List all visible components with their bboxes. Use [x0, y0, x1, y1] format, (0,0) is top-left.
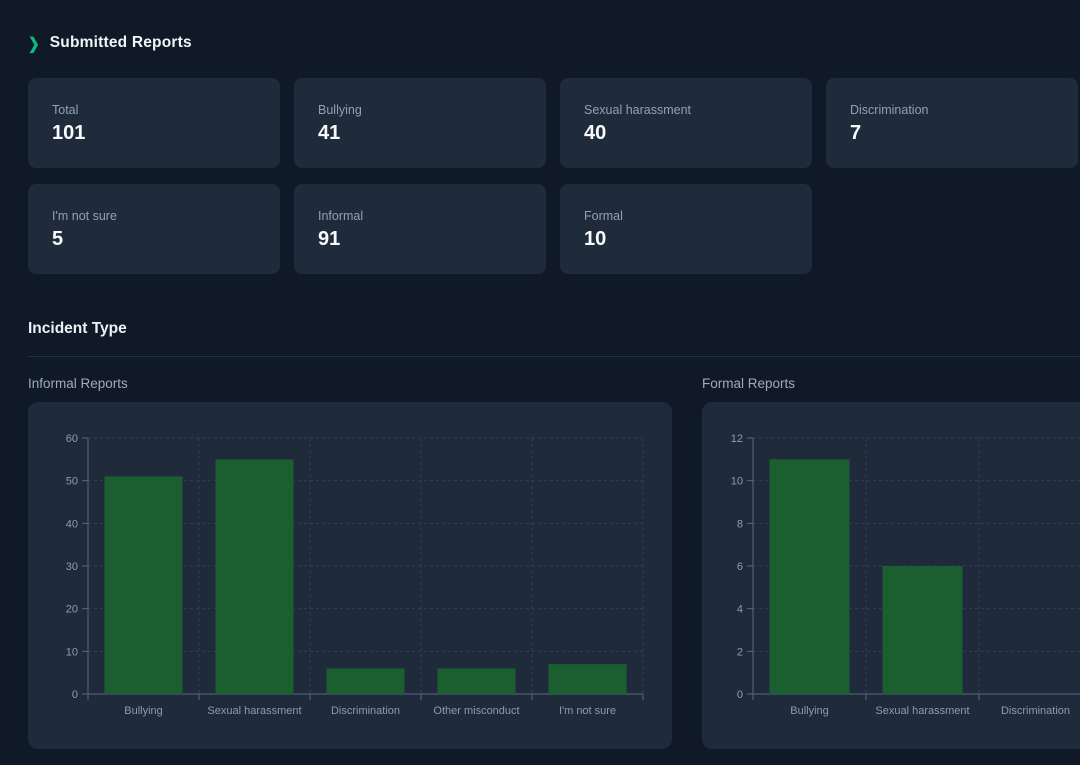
stat-value: 7 — [850, 122, 862, 144]
stat-value: 5 — [52, 228, 64, 250]
stat-value: 101 — [52, 122, 86, 144]
informal-reports-bar-chart: 0 10 20 30 40 50 60 Bullying Sexual harassment Di… — [28, 402, 672, 749]
stat-label: Sexual harassment — [584, 103, 692, 117]
submitted-reports-header[interactable]: ❯ Submitted Reports — [28, 34, 1080, 52]
bar-i-m-not-sure — [548, 664, 627, 694]
stat-cards-grid: Total 101 Bullying 41 Sexual harassment … — [28, 78, 1080, 274]
stat-card-formal: Formal 10 — [560, 184, 812, 274]
formal-reports-chart-block: Formal Reports 0 2 4 6 8 10 12 Bullying Sexual h… — [702, 376, 1080, 749]
x-axis-label: Sexual harassment — [875, 705, 969, 717]
svg-text:6: 6 — [737, 561, 743, 573]
stat-value: 10 — [584, 228, 607, 250]
stat-label: Discrimination — [850, 103, 929, 117]
informal-reports-chart-block: Informal Reports 0 10 20 30 40 50 60 Bullying Se… — [28, 376, 672, 749]
svg-text:30: 30 — [66, 561, 78, 573]
stat-label: Total — [52, 103, 79, 117]
x-axis-label: Sexual harassment — [207, 705, 301, 717]
incident-type-title: Incident Type — [28, 320, 127, 337]
svg-text:2: 2 — [737, 646, 743, 658]
x-axis-label: Discrimination — [331, 705, 400, 717]
x-axis-label: Other misconduct — [433, 705, 519, 717]
bar-bullying — [769, 459, 850, 694]
bar-bullying — [104, 476, 183, 694]
stat-card-discrimination: Discrimination 7 — [826, 78, 1078, 168]
formal-reports-chart-title: Formal Reports — [702, 376, 796, 391]
stat-value: 41 — [318, 122, 341, 144]
stat-label: I'm not sure — [52, 209, 117, 223]
x-axis-label: Bullying — [790, 705, 829, 717]
formal-reports-bar-chart: 0 2 4 6 8 10 12 Bullying Sexual harassment Discri… — [702, 402, 1080, 749]
svg-text:4: 4 — [737, 604, 743, 616]
stat-label: Bullying — [318, 103, 362, 117]
chevron-right-icon[interactable]: ❯ — [28, 33, 40, 53]
svg-text:50: 50 — [66, 476, 78, 488]
stat-card-informal: Informal 91 — [294, 184, 546, 274]
section-divider — [28, 356, 1080, 357]
svg-text:0: 0 — [737, 689, 743, 701]
svg-text:10: 10 — [731, 476, 743, 488]
x-axis-label: Bullying — [124, 705, 163, 717]
svg-text:60: 60 — [66, 433, 78, 445]
informal-reports-chart-title: Informal Reports — [28, 376, 128, 391]
svg-text:20: 20 — [66, 604, 78, 616]
stat-card-bullying: Bullying 41 — [294, 78, 546, 168]
bar-discrimination — [326, 668, 405, 694]
stat-value: 91 — [318, 228, 341, 250]
x-axis-label: Discrimination — [1001, 705, 1070, 717]
charts-row: Informal Reports 0 10 20 30 40 50 60 Bullying Se… — [28, 376, 1080, 749]
stat-label: Informal — [318, 209, 364, 223]
stat-label: Formal — [584, 209, 623, 223]
stat-card-total: Total 101 — [28, 78, 280, 168]
page-title: Submitted Reports — [49, 34, 192, 51]
svg-text:0: 0 — [72, 689, 78, 701]
bar-other-misconduct — [437, 668, 516, 694]
stat-card-im-not-sure: I'm not sure 5 — [28, 184, 280, 274]
stat-card-sexual-harassment: Sexual harassment 40 — [560, 78, 812, 168]
svg-text:10: 10 — [66, 646, 78, 658]
dashboard-page: ❯ Submitted Reports Total 101 Bullying 4… — [28, 34, 1080, 749]
bar-sexual-harassment — [882, 566, 963, 694]
svg-text:40: 40 — [66, 518, 78, 530]
svg-text:12: 12 — [731, 433, 743, 445]
stat-value: 40 — [584, 122, 607, 144]
bar-sexual-harassment — [215, 459, 294, 694]
svg-text:8: 8 — [737, 518, 743, 530]
x-axis-label: I'm not sure — [559, 705, 616, 717]
